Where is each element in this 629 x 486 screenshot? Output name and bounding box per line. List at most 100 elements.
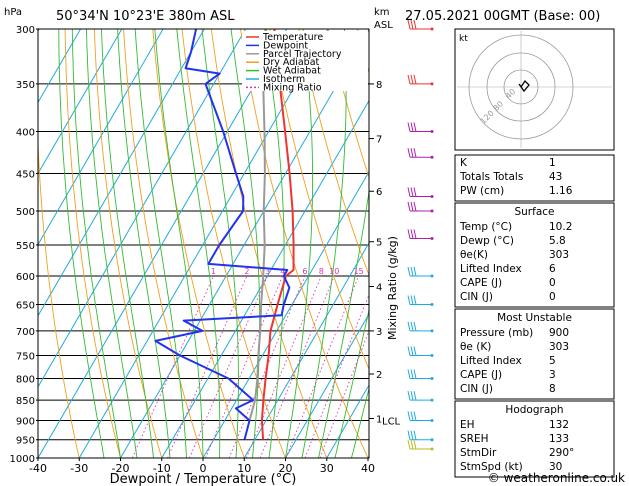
- surface-label: θe(K): [460, 249, 488, 261]
- temp-tick-label: 30: [320, 462, 334, 475]
- isotherm-line: [161, 99, 369, 458]
- wet-adiabat-line: [134, 29, 187, 458]
- most-unstable-title: Most Unstable: [497, 312, 572, 324]
- wind-barb-feather: [413, 369, 417, 379]
- wind-barb-feather: [407, 74, 411, 85]
- legend-entry: Dewpoint: [263, 40, 308, 51]
- hodograph-frame: [454, 28, 615, 151]
- wind-barb-station: [430, 376, 434, 380]
- wind-barb-feather: [410, 187, 414, 197]
- mixing-ratio-line: [188, 275, 268, 458]
- mixing-ratio-line: [228, 275, 306, 458]
- wind-barb-feather: [407, 266, 411, 277]
- mixing-ratio-label: 2: [244, 267, 249, 276]
- hodograph-stats-value: 290°: [549, 447, 574, 459]
- wind-barb-feather: [413, 321, 417, 332]
- indices-value: 1: [549, 157, 556, 169]
- temp-tick-label: -30: [70, 462, 88, 475]
- wind-barb-station: [430, 27, 434, 31]
- diagram-axes: 3003504004505005506006507007508008509009…: [10, 25, 401, 475]
- isotherm-line: [38, 29, 288, 458]
- wind-barb-feather: [407, 390, 411, 401]
- wind-barb-feather: [407, 187, 411, 197]
- wind-barb-feather: [407, 346, 411, 356]
- surface-label: CIN (J): [460, 291, 493, 303]
- mixing-ratio-label: 15: [353, 267, 363, 276]
- wet-adiabat-line: [334, 308, 369, 458]
- hodograph-stats-box: [454, 400, 615, 478]
- most-unstable-label: Pressure (mb): [460, 327, 533, 339]
- most-unstable-label: CIN (J): [460, 383, 493, 395]
- wind-barb-feather: [413, 122, 417, 132]
- legend-entry: Mixing Ratio: [263, 82, 322, 93]
- wind-barb-station: [430, 82, 434, 86]
- most-unstable-value: 8: [549, 383, 556, 395]
- wind-barb-feather: [407, 295, 411, 305]
- temp-tick-label: -40: [29, 462, 47, 475]
- hodograph-stats-title: Hodograph: [505, 404, 563, 416]
- most-unstable-box: [454, 308, 615, 400]
- surface-value: 5.8: [549, 235, 566, 247]
- surface-label: CAPE (J): [460, 277, 502, 289]
- hodograph-stats-label: SREH: [460, 433, 489, 445]
- wet-adiabat-line: [176, 29, 221, 458]
- mixing-ratio-line: [304, 293, 369, 458]
- mixing-ratio-label: 20: [371, 267, 381, 276]
- indices-label: Totals Totals: [459, 171, 523, 183]
- most-unstable-value: 5: [549, 355, 556, 367]
- pressure-tick-label: 450: [16, 169, 35, 180]
- mixing-ratio-line: [245, 275, 322, 458]
- dry-adiabat-line: [123, 29, 204, 458]
- wind-barb-feather: [410, 266, 414, 277]
- wind-barb-station: [430, 194, 434, 198]
- wind-barb-feather: [413, 201, 417, 212]
- isotherm-line: [326, 384, 369, 458]
- mixing-ratio-label: 1: [211, 267, 216, 276]
- wind-barb-station: [430, 130, 434, 134]
- indices-value: 43: [549, 171, 562, 183]
- most-unstable-value: 3: [549, 369, 556, 381]
- wind-barb-feather: [407, 201, 411, 212]
- pressure-tick-label: 900: [16, 416, 35, 427]
- pressure-tick-label: 550: [16, 241, 35, 252]
- height-unit-label: km: [374, 7, 390, 18]
- wind-barb-station: [430, 155, 434, 159]
- height-tick-label: 4: [376, 283, 382, 294]
- wind-barb-feather: [410, 411, 414, 421]
- wind-barb-feather: [413, 390, 417, 401]
- hodograph-stats-value: 132: [549, 419, 569, 431]
- wet-adiabat-line: [71, 29, 121, 458]
- surface-label: Temp (°C): [459, 221, 512, 233]
- wind-barb-feather: [410, 390, 414, 401]
- wind-barb-feather: [413, 430, 417, 440]
- lcl-label: LCL: [382, 416, 401, 427]
- wind-barb-station: [430, 418, 434, 422]
- pressure-tick-label: 400: [16, 128, 35, 139]
- mixing-ratio-label: 3: [265, 267, 270, 276]
- wind-barb-station: [430, 274, 434, 278]
- mixing-ratio-line: [319, 329, 369, 458]
- wind-barb-feather: [407, 122, 411, 132]
- wet-adiabat-line: [201, 29, 239, 458]
- wind-barb-feather: [410, 430, 414, 440]
- wet-adiabat-line: [117, 29, 171, 458]
- surface-title: Surface: [514, 206, 554, 218]
- wind-barb-feather: [413, 295, 417, 305]
- dry-adiabat-line: [93, 29, 163, 458]
- isotherm-line: [38, 29, 164, 246]
- wind-barb-station: [430, 236, 434, 240]
- diagram-grid: 1 2 3 4 6 8 10 15 20 25: [38, 29, 381, 458]
- legend-entry: Temperature: [262, 32, 323, 43]
- legend-entry: Parcel Trajectory: [263, 49, 342, 60]
- wind-barb-feather: [407, 19, 411, 30]
- wind-barb-feather: [410, 321, 414, 332]
- legend-entry: Dry Adiabat: [263, 57, 320, 68]
- wind-barb-feather: [410, 229, 414, 239]
- hodograph-stats-value: 30: [549, 461, 562, 473]
- wind-barb-feather: [410, 295, 414, 305]
- isotherm-line: [38, 29, 82, 104]
- surface-label: Lifted Index: [460, 263, 522, 275]
- surface-value: 303: [549, 249, 569, 261]
